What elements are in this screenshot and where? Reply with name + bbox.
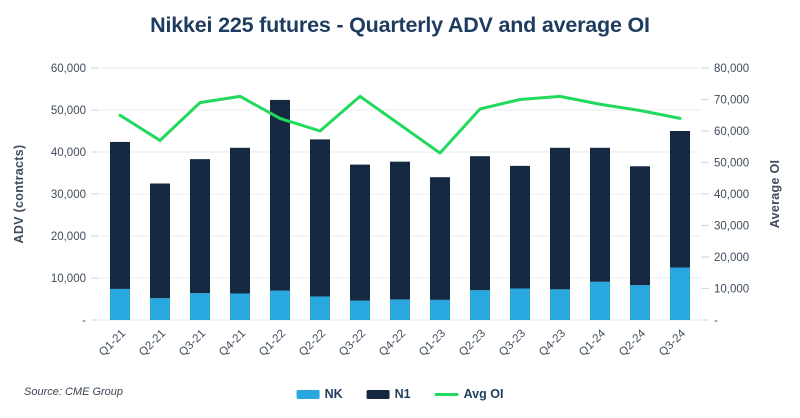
bar-n1-Q1-22 bbox=[270, 99, 290, 291]
bar-nk-Q1-22 bbox=[270, 290, 290, 320]
bar-nk-Q4-22 bbox=[390, 299, 410, 320]
left-axis-tick-label: 50,000 bbox=[51, 105, 86, 117]
bar-nk-Q4-23 bbox=[550, 289, 570, 320]
bar-nk-Q1-21 bbox=[110, 288, 130, 320]
x-axis-label-Q3-22: Q3-22 bbox=[337, 328, 368, 359]
bar-n1-Q2-24 bbox=[630, 166, 650, 286]
bar-n1-Q2-22 bbox=[310, 139, 330, 297]
x-axis-label-Q1-22: Q1-22 bbox=[257, 328, 288, 359]
legend-item-avg-oi: Avg OI bbox=[434, 387, 504, 401]
bar-nk-Q2-23 bbox=[470, 290, 490, 320]
right-axis-tick-label: - bbox=[714, 315, 718, 327]
bar-n1-Q1-21 bbox=[110, 141, 130, 289]
bar-nk-Q2-22 bbox=[310, 296, 330, 320]
x-axis-label-Q3-23: Q3-23 bbox=[497, 328, 528, 359]
x-axis-label-Q3-24: Q3-24 bbox=[657, 327, 689, 359]
left-axis-tick-label: 20,000 bbox=[51, 231, 86, 243]
x-axis-label-Q4-21: Q4-21 bbox=[217, 328, 248, 359]
x-axis-label-Q4-23: Q4-23 bbox=[537, 328, 568, 359]
left-axis-tick-label: - bbox=[82, 315, 86, 327]
legend-label-n1: N1 bbox=[394, 387, 411, 401]
bar-nk-Q3-22 bbox=[350, 300, 370, 320]
right-axis-tick-label: 60,000 bbox=[714, 126, 749, 138]
x-axis-label-Q3-21: Q3-21 bbox=[177, 328, 208, 359]
legend-item-nk: NK bbox=[296, 387, 343, 401]
bar-n1-Q3-21 bbox=[190, 159, 210, 294]
legend-item-n1: N1 bbox=[366, 387, 411, 401]
right-axis-tick-label: 40,000 bbox=[714, 189, 749, 201]
bar-n1-Q4-23 bbox=[550, 147, 570, 290]
right-axis-tick-label: 50,000 bbox=[714, 158, 749, 170]
bar-nk-Q1-24 bbox=[590, 281, 610, 320]
left-axis-title: ADV (contracts) bbox=[12, 145, 26, 244]
x-axis-label-Q2-24: Q2-24 bbox=[617, 327, 649, 359]
bar-nk-Q4-21 bbox=[230, 293, 250, 320]
x-axis-label-Q2-21: Q2-21 bbox=[137, 328, 168, 359]
bar-n1-Q1-23 bbox=[430, 177, 450, 300]
right-axis-tick-label: 30,000 bbox=[714, 221, 749, 233]
chart-legend: NK N1 Avg OI bbox=[296, 387, 504, 401]
bar-nk-Q1-23 bbox=[430, 299, 450, 320]
right-axis-title: Average OI bbox=[768, 160, 782, 229]
bar-nk-Q3-21 bbox=[190, 293, 210, 320]
x-axis-label-Q1-21: Q1-21 bbox=[97, 328, 128, 359]
bar-n1-Q2-23 bbox=[470, 156, 490, 291]
right-axis-tick-label: 10,000 bbox=[714, 284, 749, 296]
bar-n1-Q4-22 bbox=[390, 161, 410, 300]
x-axis-label-Q1-23: Q1-23 bbox=[417, 328, 448, 359]
x-axis-label-Q2-22: Q2-22 bbox=[297, 328, 328, 359]
bar-nk-Q2-24 bbox=[630, 285, 650, 320]
left-axis-tick-label: 40,000 bbox=[51, 147, 86, 159]
avg-oi-line bbox=[118, 94, 682, 155]
legend-label-avg-oi: Avg OI bbox=[463, 387, 504, 401]
source-note: Source: CME Group bbox=[24, 386, 124, 398]
right-axis-tick-label: 20,000 bbox=[714, 252, 749, 264]
bar-n1-Q3-24 bbox=[670, 131, 690, 268]
x-axis-label-Q2-23: Q2-23 bbox=[457, 328, 488, 359]
left-axis-tick-label: 30,000 bbox=[51, 189, 86, 201]
right-axis-tick-label: 80,000 bbox=[714, 63, 749, 75]
chart-title: Nikkei 225 futures - Quarterly ADV and a… bbox=[150, 13, 650, 37]
legend-label-nk: NK bbox=[324, 387, 343, 401]
nk-swatch bbox=[296, 389, 320, 399]
x-axis-label-Q1-24: Q1-24 bbox=[577, 327, 609, 359]
bar-n1-Q3-22 bbox=[350, 164, 370, 301]
bar-n1-Q4-21 bbox=[230, 147, 250, 294]
left-axis-tick-label: 60,000 bbox=[51, 63, 86, 75]
bar-n1-Q3-23 bbox=[510, 165, 530, 289]
bar-nk-Q3-23 bbox=[510, 288, 530, 320]
bar-n1-Q1-24 bbox=[590, 147, 610, 282]
bar-nk-Q2-21 bbox=[150, 298, 170, 320]
right-axis-tick-label: 70,000 bbox=[714, 95, 749, 107]
x-axis-label-Q4-22: Q4-22 bbox=[377, 328, 408, 359]
left-axis-tick-label: 10,000 bbox=[51, 273, 86, 285]
bar-nk-Q3-24 bbox=[670, 267, 690, 320]
n1-swatch bbox=[366, 389, 390, 399]
bar-n1-Q2-21 bbox=[150, 183, 170, 299]
avg-oi-line-swatch bbox=[434, 392, 459, 396]
